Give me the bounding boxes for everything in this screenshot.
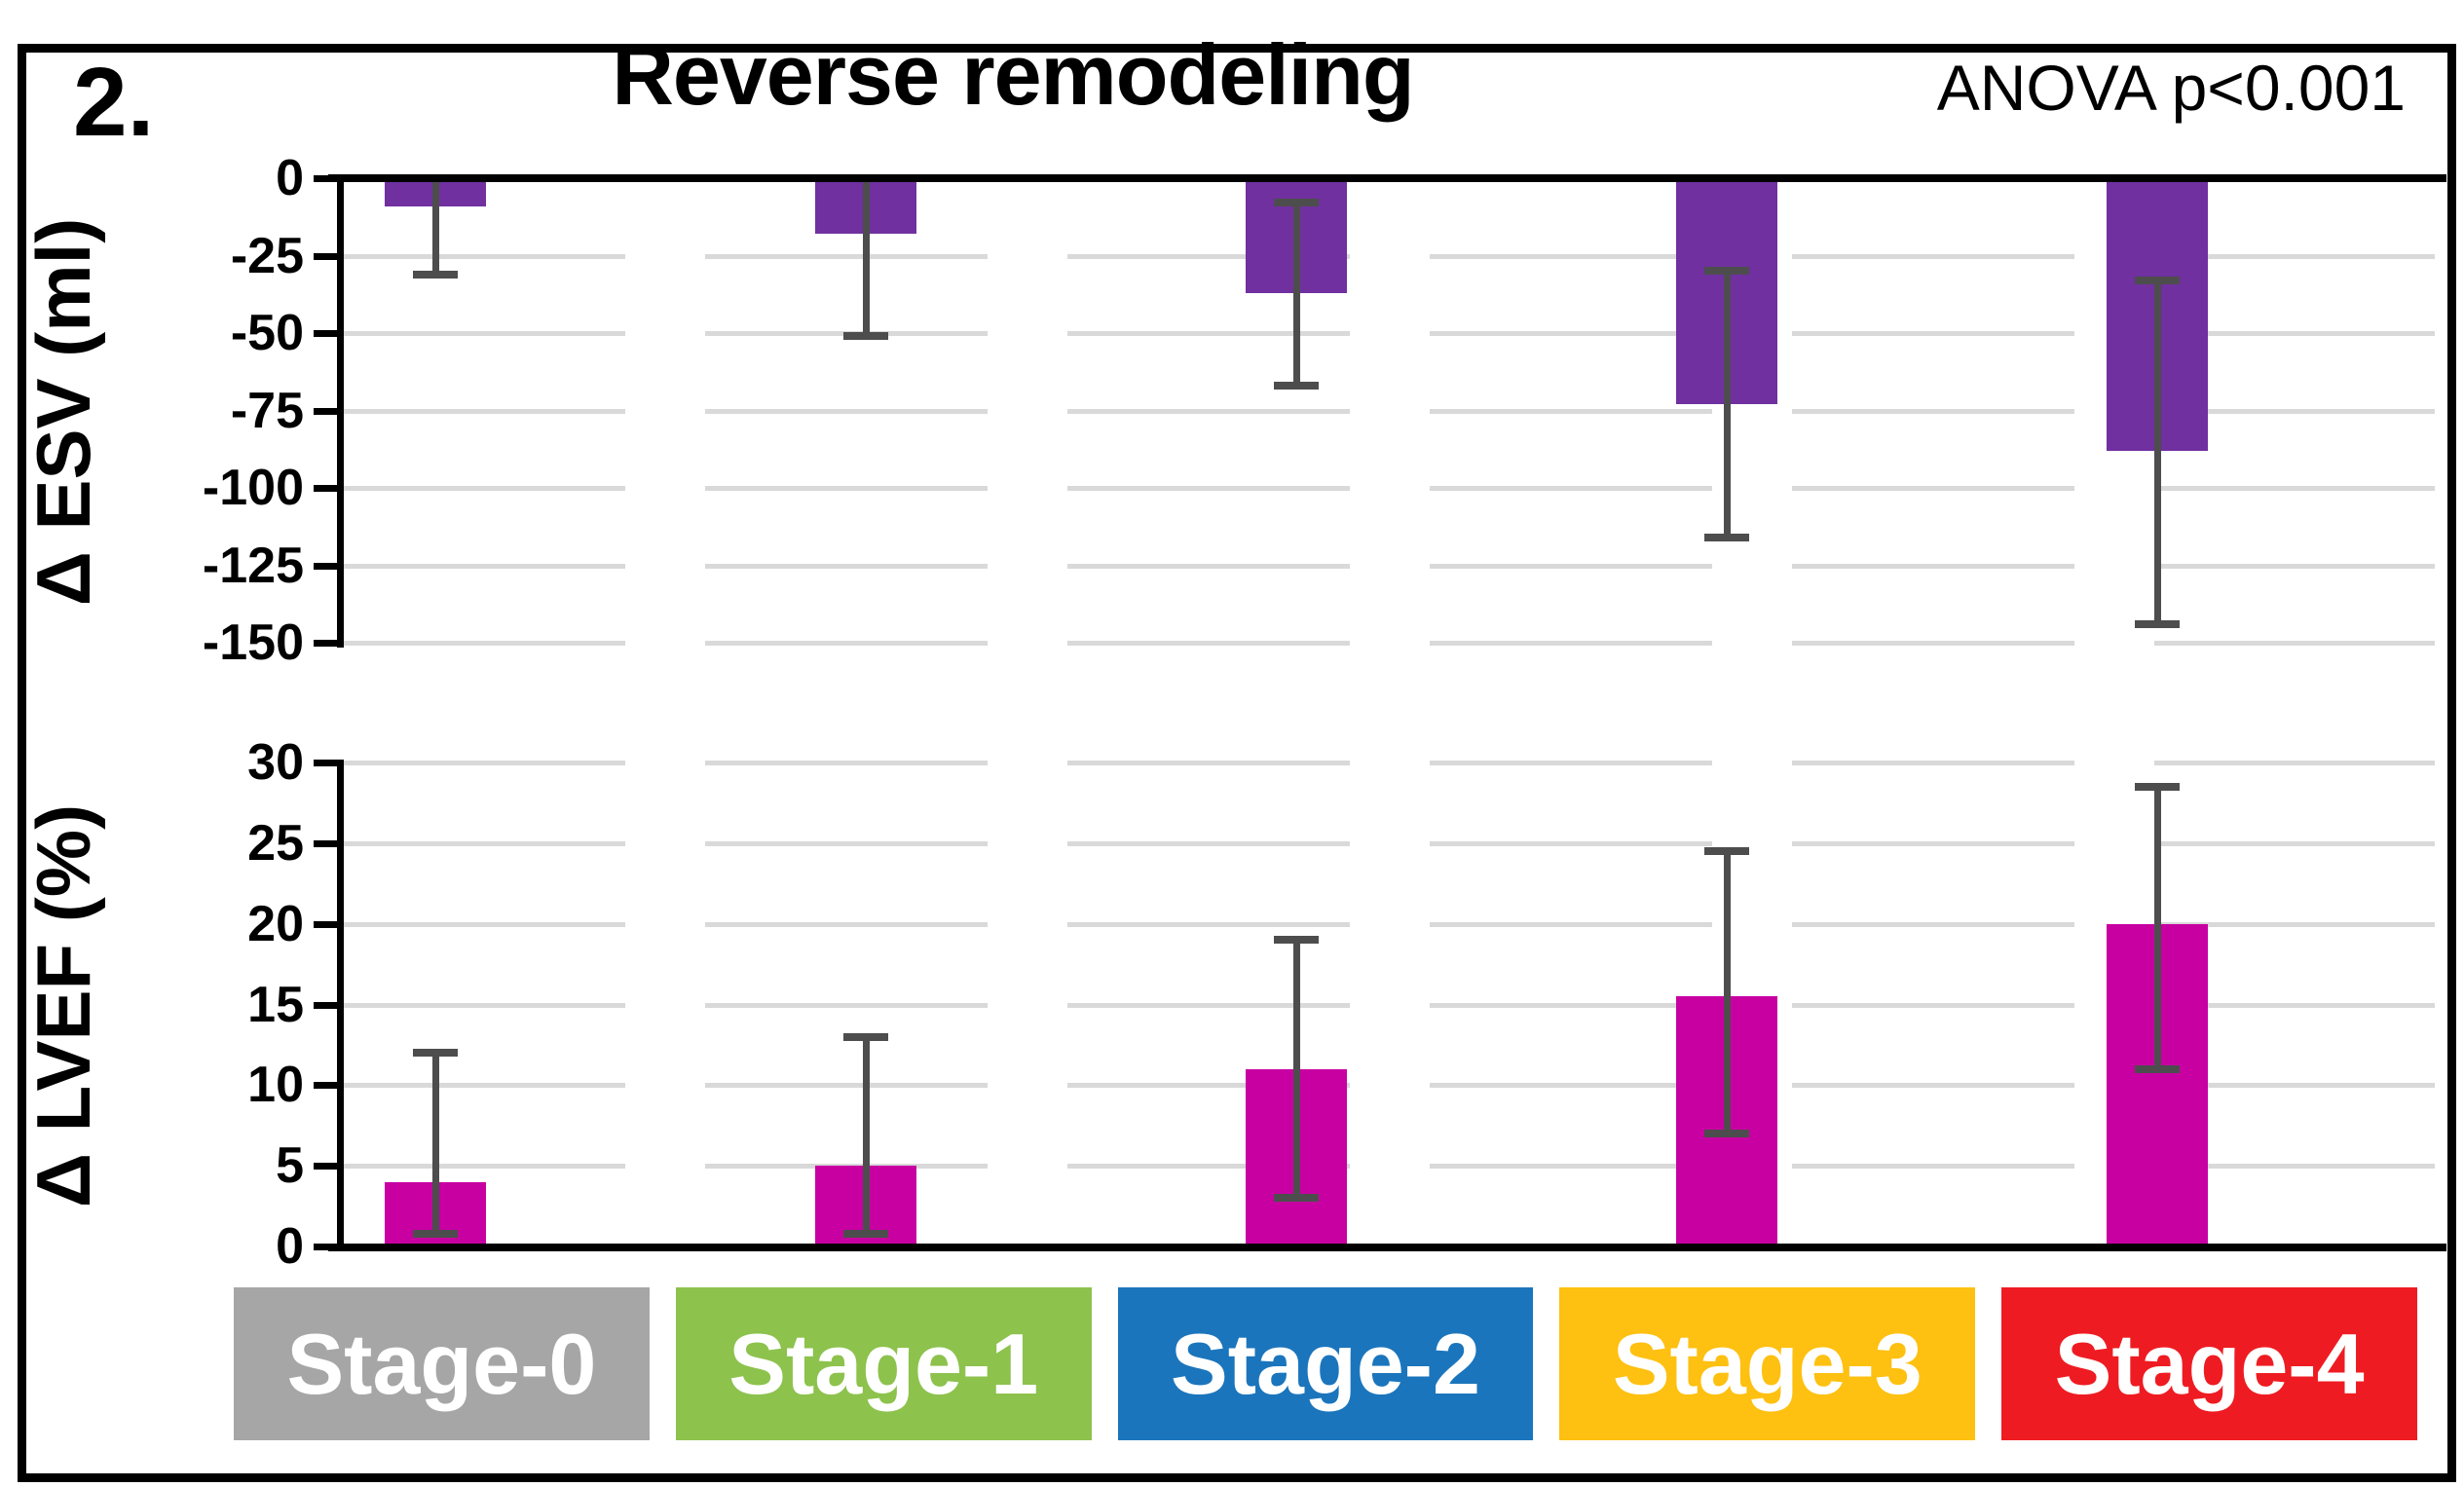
chart-title: Reverse remodeling xyxy=(612,26,1414,123)
lvef-x-axis xyxy=(328,1244,2446,1251)
lvef-gridline-20 xyxy=(343,921,2435,927)
lvef-ytick-30 xyxy=(314,760,343,766)
lvef-gridline-25 xyxy=(343,840,2435,846)
lvef-error-bar-stage-2 xyxy=(1292,940,1300,1199)
lvef-error-cap-high-2 xyxy=(1274,936,1319,945)
lvef-error-bar-stage-1 xyxy=(862,1036,870,1234)
lvef-error-bar-stage-0 xyxy=(431,1053,439,1234)
lvef-error-cap-high-3 xyxy=(1704,847,1749,856)
category-label-stage-1: Stage-1 xyxy=(675,1287,1092,1440)
lvef-error-cap-low-4 xyxy=(2135,1064,2180,1073)
esv-error-bar-stage-2 xyxy=(1292,203,1300,387)
esv-ytick--125 xyxy=(314,562,343,570)
esv-error-cap-low-1 xyxy=(843,332,888,341)
esv-error-cap-high-3 xyxy=(1704,267,1749,276)
lvef-gridline-15 xyxy=(343,1002,2435,1008)
esv-gridline--125 xyxy=(343,563,2435,569)
esv-ytick--150 xyxy=(314,640,343,647)
esv-gridline--100 xyxy=(343,486,2435,491)
lvef-ytick-20 xyxy=(314,920,343,928)
esv-ytick-label--125: -125 xyxy=(202,537,304,594)
category-label-text: Stage-0 xyxy=(286,1315,597,1412)
esv-ytick--25 xyxy=(314,252,343,260)
lvef-ytick-label-30: 30 xyxy=(247,734,304,791)
esv-error-cap-low-4 xyxy=(2135,619,2180,628)
lvef-error-cap-low-2 xyxy=(1274,1194,1319,1203)
esv-ytick--100 xyxy=(314,485,343,492)
category-label-text: Stage-1 xyxy=(728,1315,1039,1412)
esv-error-bar-stage-3 xyxy=(1723,271,1731,538)
esv-error-cap-low-3 xyxy=(1704,533,1749,541)
lvef-ytick-label-5: 5 xyxy=(276,1137,304,1195)
lvef-gridline-10 xyxy=(343,1083,2435,1089)
lvef-error-cap-high-4 xyxy=(2135,782,2180,791)
lvef-error-cap-high-0 xyxy=(413,1049,458,1058)
esv-error-bar-stage-4 xyxy=(2153,279,2161,624)
esv-ytick-label-0: 0 xyxy=(276,150,304,206)
esv-error-cap-low-0 xyxy=(413,270,458,279)
panel-number-label: 2. xyxy=(73,48,155,157)
category-label-text: Stage-4 xyxy=(2054,1315,2365,1412)
esv-error-cap-high-4 xyxy=(2135,276,2180,284)
lvef-error-cap-high-1 xyxy=(843,1032,888,1041)
lvef-gridline-5 xyxy=(343,1164,2435,1170)
category-label-text: Stage-3 xyxy=(1612,1315,1923,1412)
lvef-ytick-15 xyxy=(314,1001,343,1009)
lvef-error-cap-low-1 xyxy=(843,1229,888,1238)
lvef-error-cap-low-3 xyxy=(1704,1130,1749,1138)
anova-p-value-annotation: ANOVA p<0.001 xyxy=(1936,52,2406,124)
esv-error-bar-stage-0 xyxy=(431,178,439,275)
esv-ytick--50 xyxy=(314,330,343,337)
esv-gridline--50 xyxy=(343,331,2435,336)
esv-ytick-label--100: -100 xyxy=(202,460,304,516)
lvef-ytick-label-10: 10 xyxy=(247,1057,304,1114)
lvef-y-axis xyxy=(337,760,344,1250)
lvef-error-bar-stage-3 xyxy=(1723,851,1731,1134)
esv-ytick-label--25: -25 xyxy=(230,227,304,284)
lvef-error-cap-low-0 xyxy=(413,1229,458,1238)
category-label-stage-4: Stage-4 xyxy=(2001,1287,2417,1440)
esv-ytick-label--75: -75 xyxy=(230,382,304,439)
esv-error-cap-high-2 xyxy=(1274,199,1319,207)
lvef-ytick-label-25: 25 xyxy=(247,814,304,872)
esv-gridline--150 xyxy=(343,641,2435,646)
category-label-text: Stage-2 xyxy=(1171,1315,1480,1412)
category-label-stage-0: Stage-0 xyxy=(234,1287,650,1440)
lvef-ytick-label-20: 20 xyxy=(247,895,304,952)
lvef-ytick-25 xyxy=(314,839,343,847)
category-label-row: Stage-0 Stage-1 Stage-2 Stage-3 Stage-4 xyxy=(234,1287,2417,1440)
esv-x-axis xyxy=(328,174,2446,182)
esv-ytick-label--150: -150 xyxy=(202,614,304,671)
esv-y-axis xyxy=(337,175,344,648)
esv-error-bar-stage-1 xyxy=(862,178,870,337)
lvef-ytick-label-15: 15 xyxy=(247,976,304,1033)
lvef-ytick-label-0: 0 xyxy=(276,1218,304,1275)
esv-error-cap-low-2 xyxy=(1274,382,1319,390)
esv-ytick-label--50: -50 xyxy=(230,305,304,361)
lvef-gridline-30 xyxy=(343,761,2435,765)
lvef-ytick-10 xyxy=(314,1082,343,1090)
esv-gridline--25 xyxy=(343,253,2435,259)
esv-gridline--75 xyxy=(343,408,2435,414)
category-label-stage-2: Stage-2 xyxy=(1117,1287,1534,1440)
category-label-stage-3: Stage-3 xyxy=(1559,1287,1976,1440)
lvef-ytick-5 xyxy=(314,1163,343,1171)
lvef-error-bar-stage-4 xyxy=(2153,786,2161,1069)
esv-ytick--75 xyxy=(314,407,343,415)
